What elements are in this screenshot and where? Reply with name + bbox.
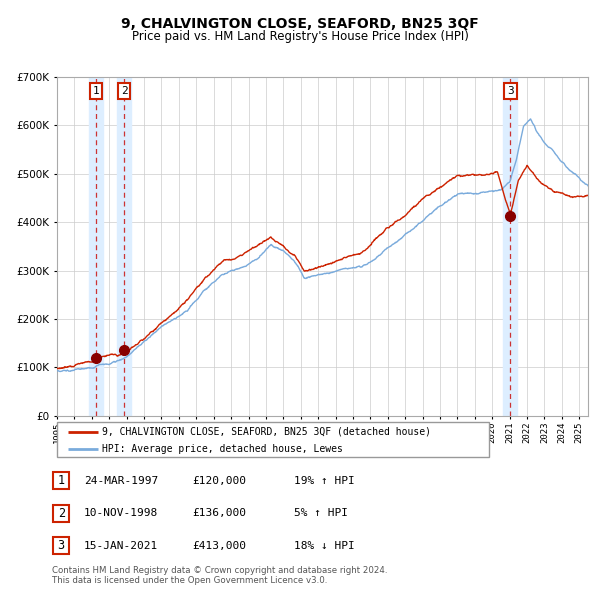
Text: 2: 2 xyxy=(58,507,65,520)
Text: 1: 1 xyxy=(92,86,99,96)
Text: HPI: Average price, detached house, Lewes: HPI: Average price, detached house, Lewe… xyxy=(103,444,343,454)
Bar xyxy=(89,77,103,416)
Text: £120,000: £120,000 xyxy=(192,476,246,486)
Text: 3: 3 xyxy=(58,539,65,552)
Bar xyxy=(503,77,517,416)
Text: 3: 3 xyxy=(507,86,514,96)
Text: 15-JAN-2021: 15-JAN-2021 xyxy=(84,541,158,550)
Text: 9, CHALVINGTON CLOSE, SEAFORD, BN25 3QF (detached house): 9, CHALVINGTON CLOSE, SEAFORD, BN25 3QF … xyxy=(103,427,431,437)
Text: 5% ↑ HPI: 5% ↑ HPI xyxy=(294,509,348,518)
Text: 1: 1 xyxy=(58,474,65,487)
Text: £136,000: £136,000 xyxy=(192,509,246,518)
Text: 18% ↓ HPI: 18% ↓ HPI xyxy=(294,541,355,550)
Text: 2: 2 xyxy=(121,86,128,96)
FancyBboxPatch shape xyxy=(57,422,489,457)
FancyBboxPatch shape xyxy=(53,505,69,522)
Text: 19% ↑ HPI: 19% ↑ HPI xyxy=(294,476,355,486)
Text: 9, CHALVINGTON CLOSE, SEAFORD, BN25 3QF: 9, CHALVINGTON CLOSE, SEAFORD, BN25 3QF xyxy=(121,17,479,31)
FancyBboxPatch shape xyxy=(53,537,69,554)
Text: £413,000: £413,000 xyxy=(192,541,246,550)
Text: 24-MAR-1997: 24-MAR-1997 xyxy=(84,476,158,486)
FancyBboxPatch shape xyxy=(53,473,69,489)
Text: Price paid vs. HM Land Registry's House Price Index (HPI): Price paid vs. HM Land Registry's House … xyxy=(131,30,469,43)
Text: 10-NOV-1998: 10-NOV-1998 xyxy=(84,509,158,518)
Text: Contains HM Land Registry data © Crown copyright and database right 2024.
This d: Contains HM Land Registry data © Crown c… xyxy=(52,566,388,585)
Bar xyxy=(117,77,131,416)
